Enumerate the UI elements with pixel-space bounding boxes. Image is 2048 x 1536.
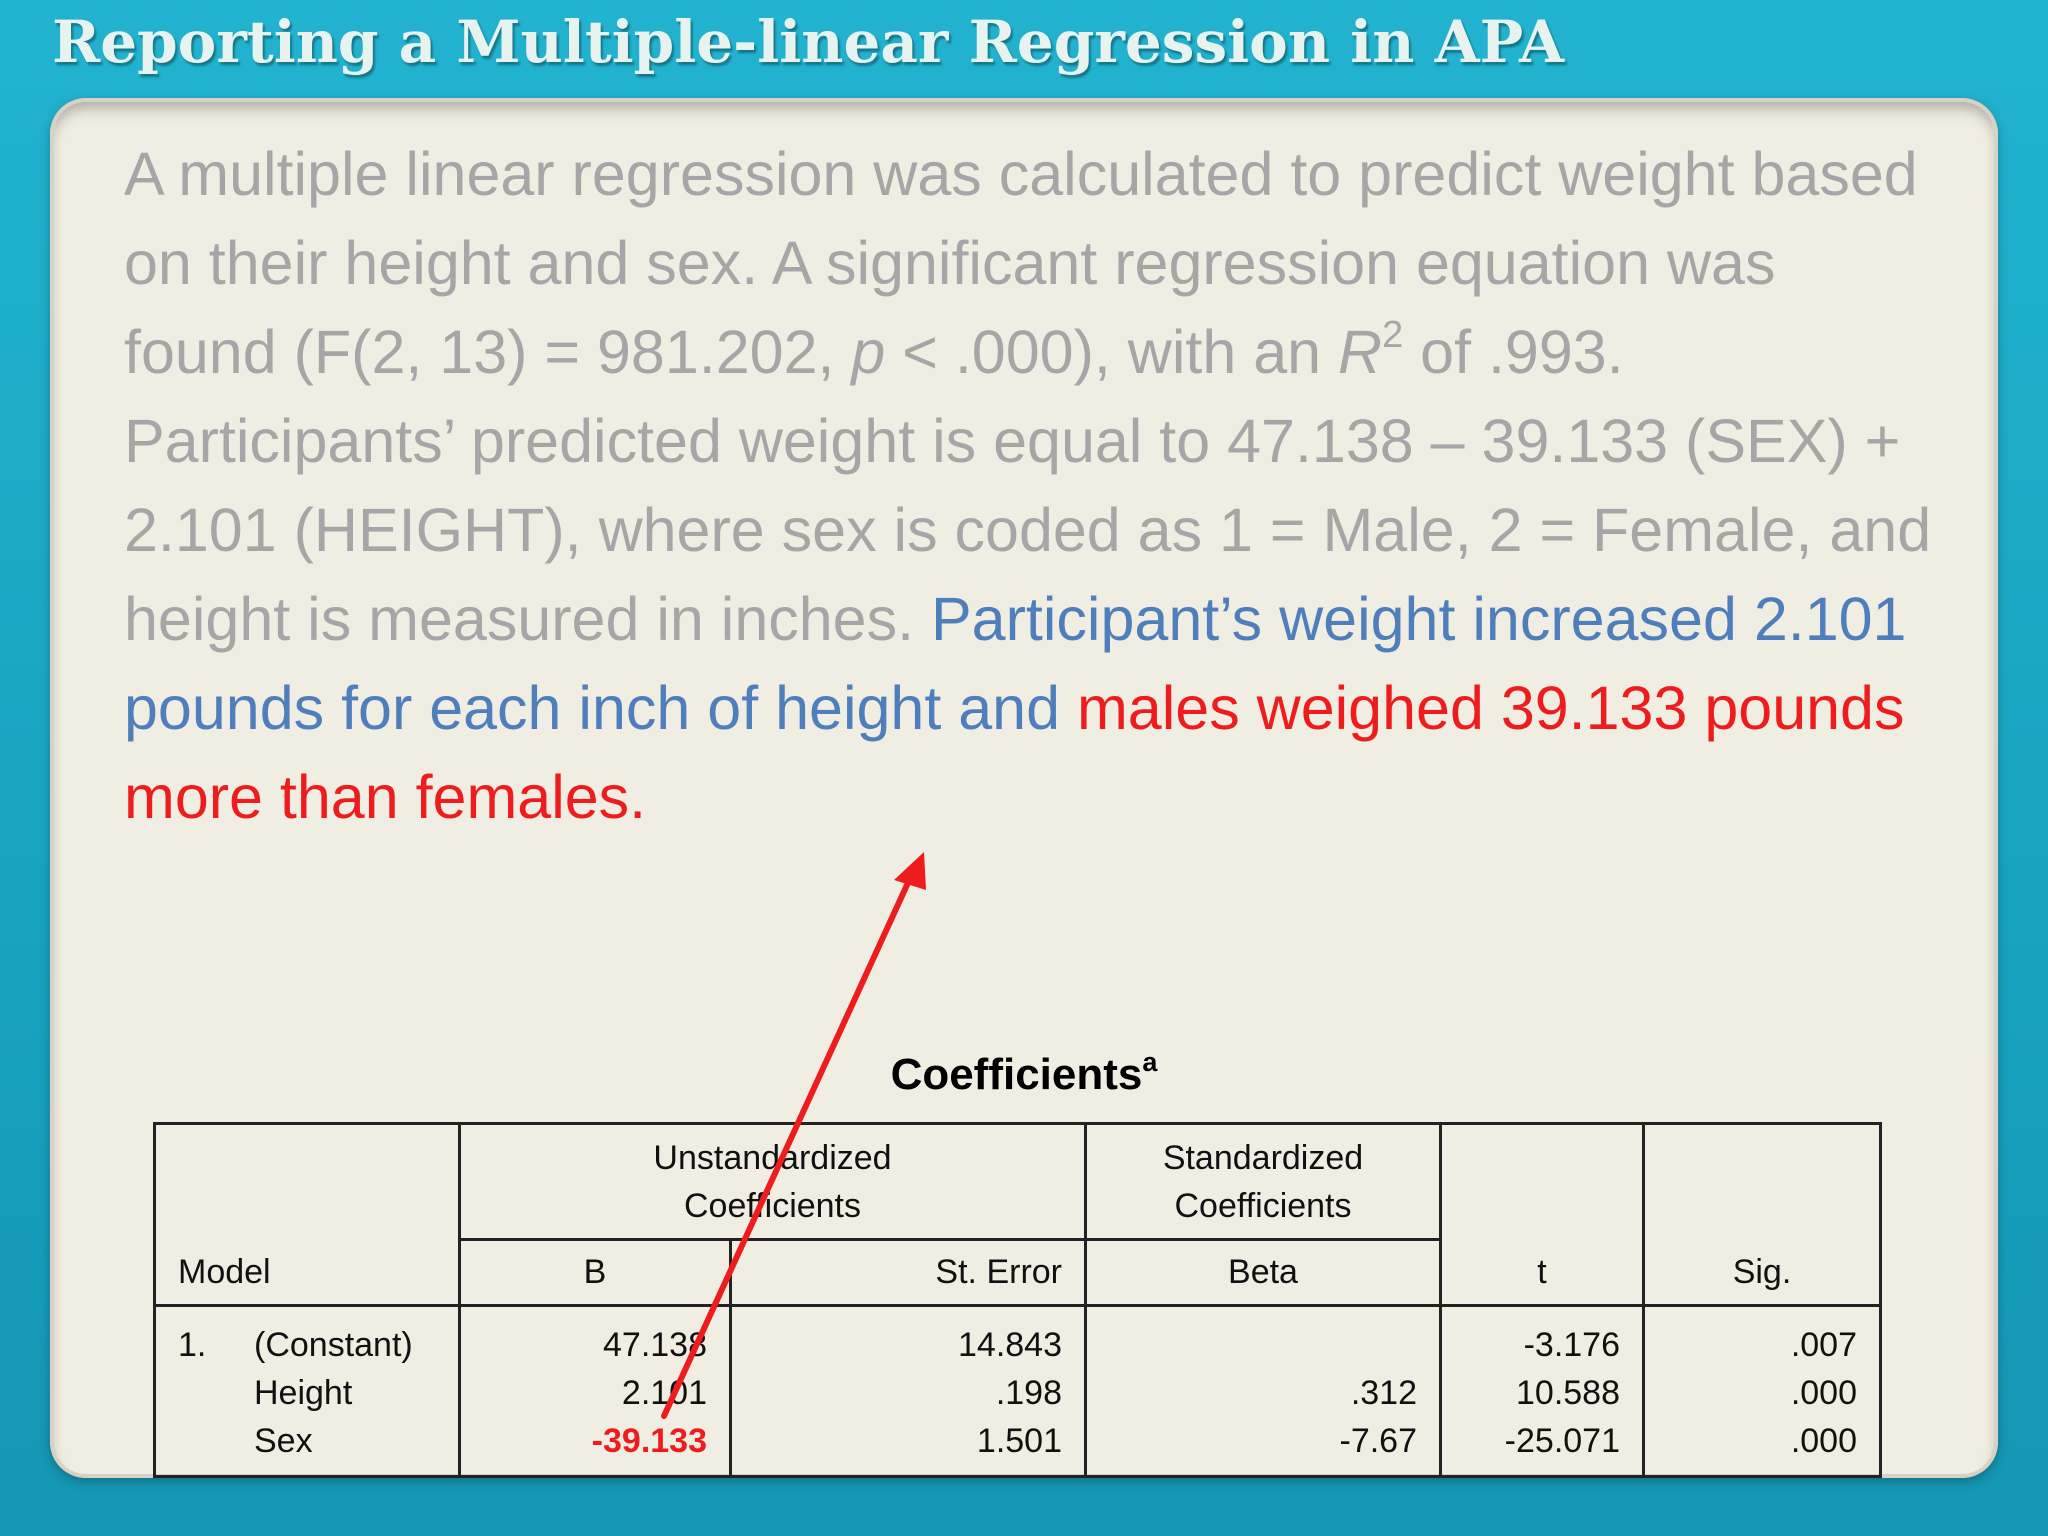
sig-column: .007 .000 .000 (1642, 1304, 1882, 1478)
model-cell: 1. (Constant) Height Sex (153, 1304, 461, 1478)
header-std-line2: Coefficients (1174, 1186, 1352, 1225)
table-title-text: Coefficients (890, 1050, 1143, 1099)
r-exponent: 2 (1382, 314, 1404, 356)
header-standardized: Standardized Coefficients (1084, 1122, 1442, 1241)
paragraph-text-1: A multiple linear regression was calcula… (124, 140, 1918, 386)
header-model: Model (153, 1122, 461, 1307)
table-title-sup: a (1142, 1047, 1158, 1077)
highlight-red-text: males weighed 39.133 pounds more than fe… (124, 674, 1905, 831)
header-beta: Beta (1084, 1238, 1442, 1307)
header-unstd-line2: Coefficients (683, 1186, 862, 1225)
header-b: B (458, 1238, 732, 1307)
row-name-sex: Sex (254, 1422, 313, 1460)
sig-height: .000 (1790, 1374, 1857, 1412)
table-row: 1. (Constant) Height Sex 47.138 2.101 -3… (153, 1304, 1882, 1478)
t-column: -3.176 10.588 -25.071 (1439, 1304, 1645, 1478)
t-sex: -25.071 (1504, 1422, 1620, 1460)
beta-constant (1109, 1321, 1417, 1369)
table-title: Coefficientsa (0, 1047, 2048, 1100)
sig-sex: .000 (1790, 1422, 1857, 1460)
beta-sex: -7.67 (1339, 1422, 1418, 1460)
sig-constant: .007 (1790, 1326, 1857, 1364)
beta-height: .312 (1350, 1374, 1417, 1412)
t-height: 10.588 (1516, 1374, 1620, 1412)
row-name-constant: (Constant) (254, 1326, 413, 1364)
beta-column: .312 -7.67 (1084, 1304, 1442, 1478)
header-std-line1: Standardized (1162, 1138, 1364, 1177)
apa-paragraph: A multiple linear regression was calcula… (124, 130, 1944, 842)
b-column: 47.138 2.101 -39.133 (458, 1304, 732, 1478)
p-symbol: p (851, 318, 886, 386)
b-height: 2.101 (621, 1374, 707, 1412)
b-sex: -39.133 (591, 1422, 707, 1460)
paragraph-text-2: < .000), with an (885, 318, 1339, 386)
highlight-blue-text: Participant’s weight increased 2.101 pou… (124, 585, 1907, 742)
se-sex: 1.501 (976, 1422, 1062, 1460)
table-header-row-1: Model Unstandardized Coefficients Standar… (153, 1122, 1882, 1307)
se-constant: 14.843 (958, 1326, 1062, 1364)
r-symbol: R (1338, 318, 1383, 386)
header-t: t (1439, 1122, 1645, 1307)
header-st-error: St. Error (729, 1238, 1087, 1307)
coefficients-table: Model Unstandardized Coefficients Standar… (153, 1122, 1882, 1478)
header-unstd-line1: Unstandardized (653, 1138, 892, 1177)
header-sig: Sig. (1642, 1122, 1882, 1307)
t-constant: -3.176 (1523, 1326, 1620, 1364)
row-name-height: Height (254, 1374, 353, 1412)
paragraph-text-3: of .993. Participants’ predicted weight … (124, 318, 1932, 653)
header-unstandardized: Unstandardized Coefficients (458, 1122, 1087, 1241)
slide-title: Reporting a Multiple-linear Regression i… (52, 8, 1564, 76)
b-constant: 47.138 (603, 1326, 707, 1364)
model-number: 1. (178, 1326, 207, 1364)
se-column: 14.843 .198 1.501 (729, 1304, 1087, 1478)
se-height: .198 (995, 1374, 1062, 1412)
